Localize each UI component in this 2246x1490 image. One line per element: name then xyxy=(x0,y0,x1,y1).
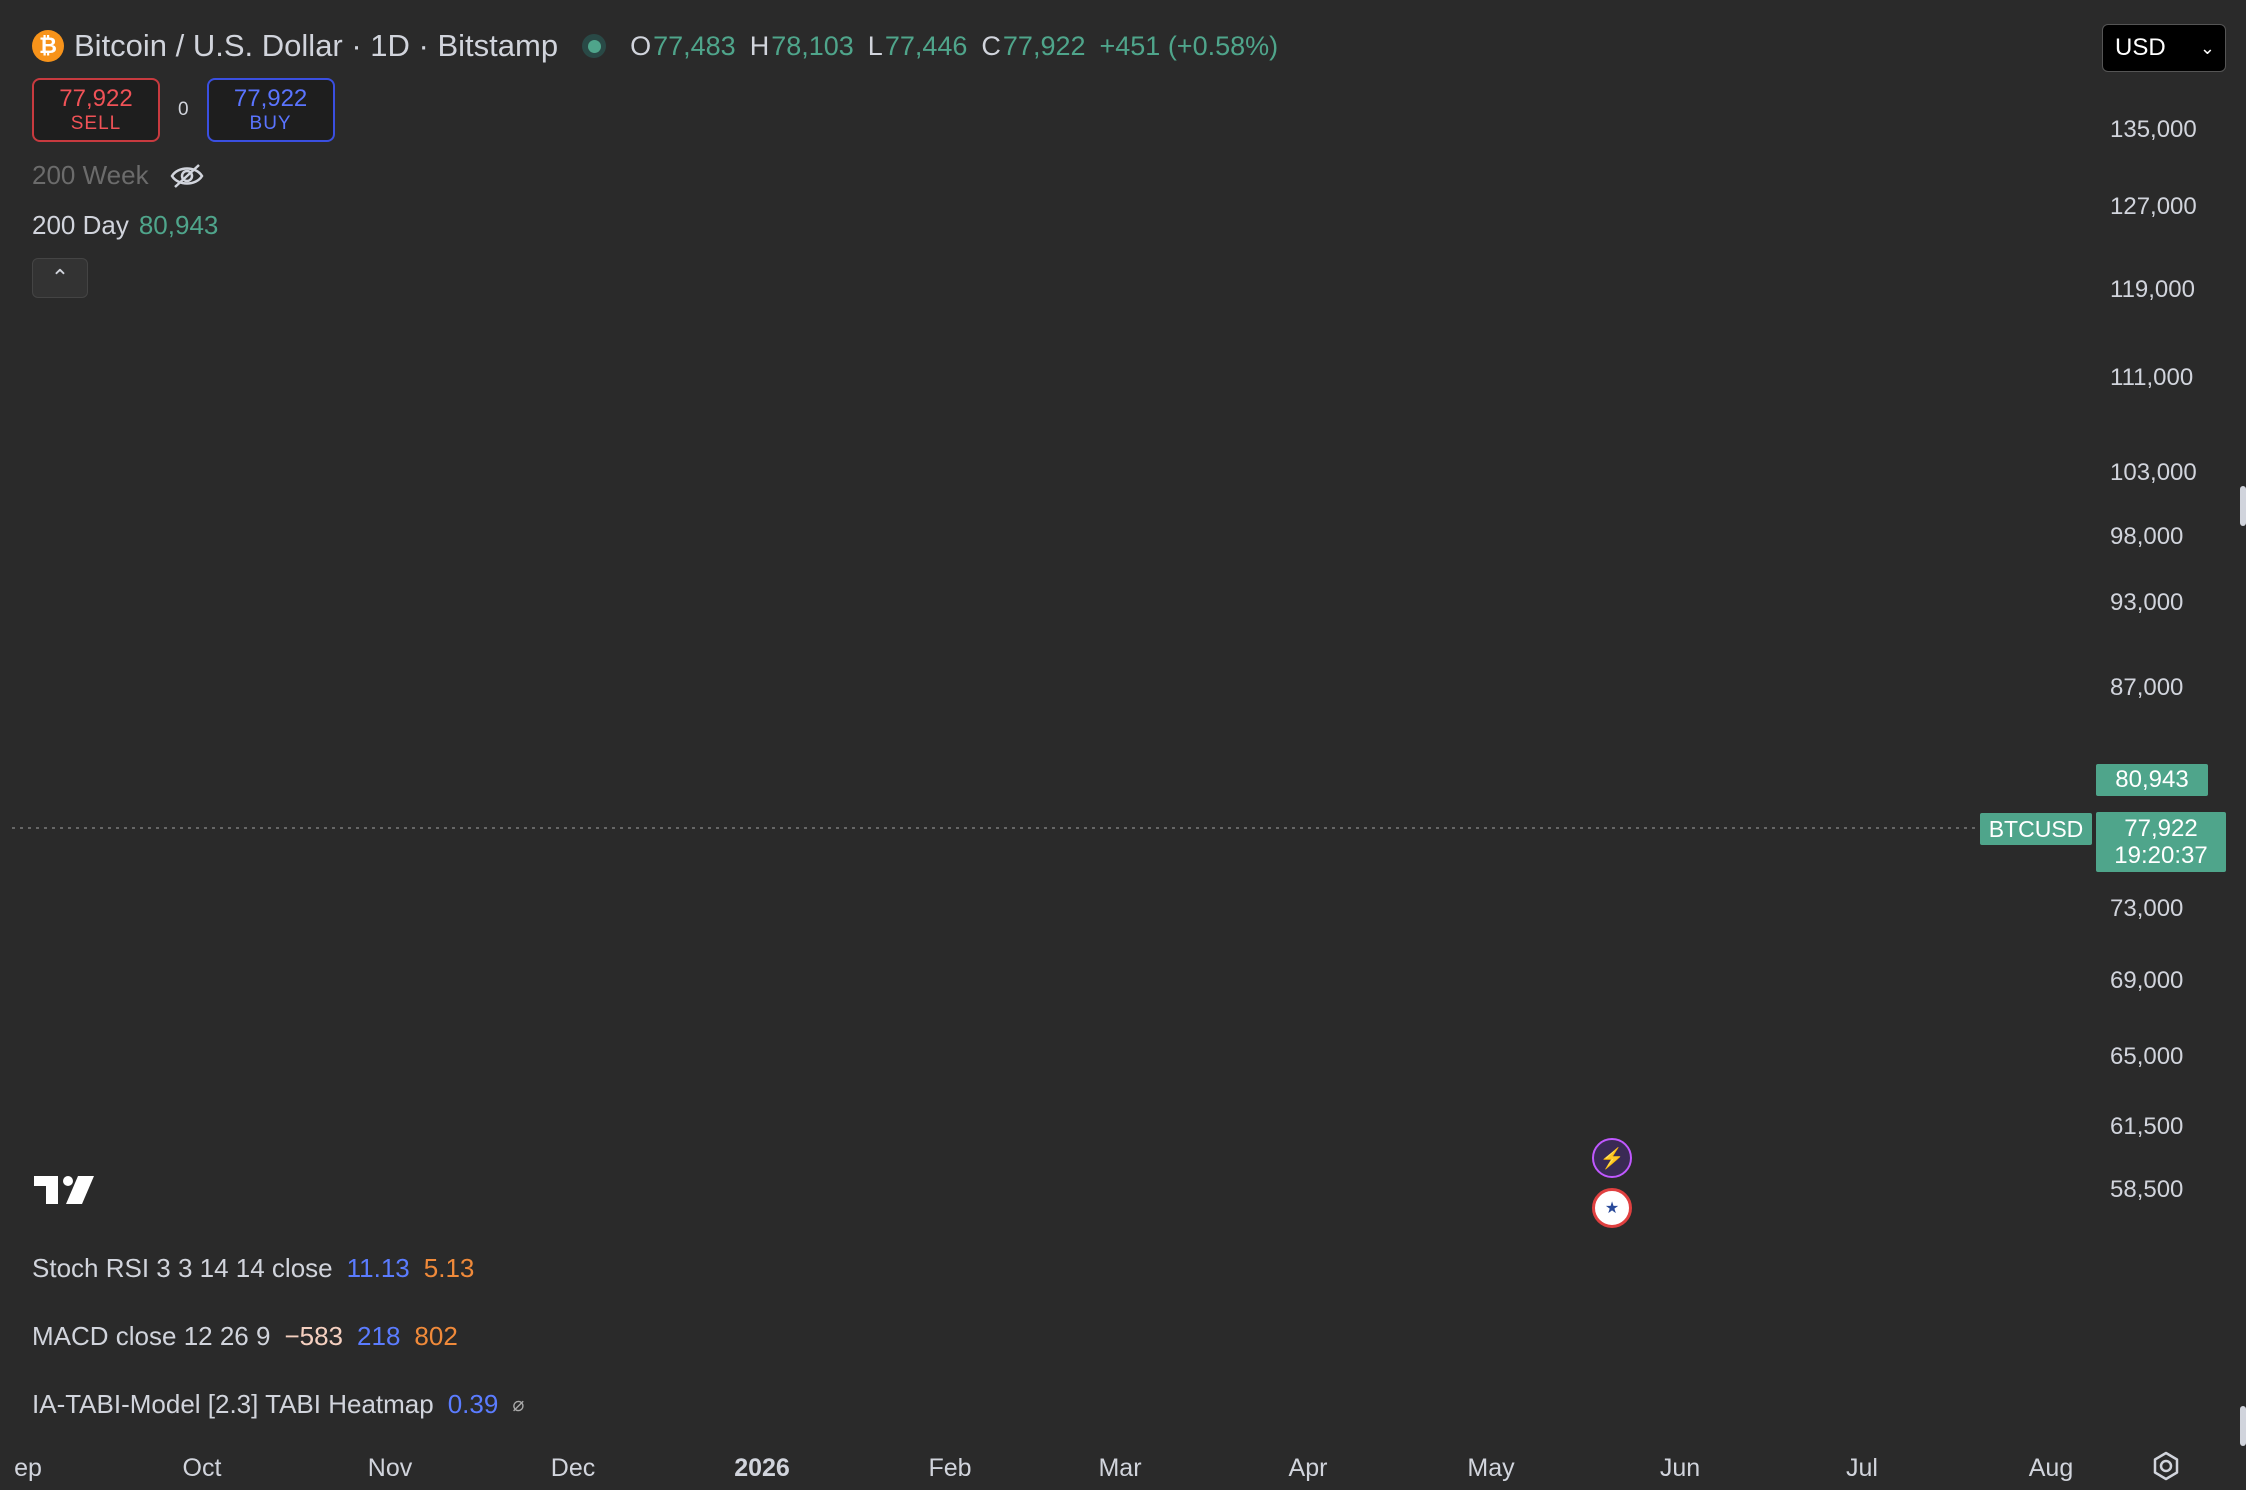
low-key: L xyxy=(867,30,883,61)
time-tick: Nov xyxy=(367,1454,413,1482)
ma-200-day-value: 80,943 xyxy=(138,210,219,240)
price-tick: 58,500 xyxy=(2110,1176,2184,1203)
high-value: 78,103 xyxy=(771,30,854,61)
ai-insight-event-icon[interactable]: ⚡ xyxy=(1592,1138,1632,1178)
spread-value: 0 xyxy=(178,99,189,120)
last-price-value: 77,922 xyxy=(2124,815,2198,842)
ma-200-week-label: 200 Week xyxy=(32,160,149,190)
macd-value: 218 xyxy=(357,1321,401,1351)
last-price-tag: 77,922 19:20:37 xyxy=(2096,812,2226,872)
price-tick: 65,000 xyxy=(2110,1043,2184,1070)
stoch-rsi-label: Stoch RSI 3 3 14 14 close xyxy=(32,1253,333,1283)
tabi-label: IA-TABI-Model [2.3] TABI Heatmap xyxy=(32,1389,434,1419)
price-tick: 111,000 xyxy=(2110,364,2194,391)
macd-legend[interactable]: MACD close 12 26 9 −583 218 802 xyxy=(32,1321,458,1352)
close-key: C xyxy=(981,30,1001,61)
buy-button[interactable]: 77,922 BUY xyxy=(206,78,335,142)
time-tick: Jun xyxy=(1659,1454,1701,1482)
time-tick: Jul xyxy=(1846,1454,1878,1482)
macd-label: MACD close 12 26 9 xyxy=(32,1321,271,1351)
symbol-header[interactable]: ₿ Bitcoin / U.S. Dollar · 1D · Bitstamp … xyxy=(32,24,1278,68)
high-key: H xyxy=(749,30,770,61)
time-tick: Oct xyxy=(182,1454,222,1482)
macd-signal: 802 xyxy=(414,1321,458,1351)
tabi-legend[interactable]: IA-TABI-Model [2.3] TABI Heatmap 0.39 ⌀ xyxy=(32,1389,524,1420)
buy-label: BUY xyxy=(249,113,292,134)
sell-label: SELL xyxy=(70,113,122,134)
macd-histogram: −583 xyxy=(284,1321,344,1351)
ma-200-day-legend[interactable]: 200 Day 80,943 xyxy=(32,210,218,241)
time-tick: ep xyxy=(14,1454,42,1482)
open-key: O xyxy=(630,30,652,61)
price-tick: 135,000 xyxy=(2110,116,2197,143)
buy-price: 77,922 xyxy=(233,85,308,112)
time-tick: Dec xyxy=(550,1454,596,1482)
sell-button[interactable]: 77,922 SELL xyxy=(32,78,160,142)
ma-200-day-label: 200 Day xyxy=(32,210,129,240)
bar-countdown: 19:20:37 xyxy=(2114,842,2208,869)
time-tick: Apr xyxy=(1288,1454,1328,1482)
price-tick: 119,000 xyxy=(2110,276,2195,303)
time-tick: Feb xyxy=(928,1454,972,1482)
currency-value: USD xyxy=(2115,34,2166,61)
ma-200-week-legend[interactable]: 200 Week xyxy=(32,160,205,191)
time-tick: Aug xyxy=(2028,1454,2074,1482)
currency-select[interactable]: USD ⌄ xyxy=(2102,24,2226,72)
price-tick: 127,000 xyxy=(2110,193,2197,220)
open-value: 77,483 xyxy=(653,30,736,61)
eye-hidden-icon[interactable] xyxy=(169,162,205,190)
market-status-icon xyxy=(582,34,607,58)
stoch-rsi-k: 11.13 xyxy=(346,1253,410,1283)
price-tick: 98,000 xyxy=(2110,523,2184,550)
sell-price: 77,922 xyxy=(59,85,133,112)
us-flag-icon: ★ xyxy=(1604,1200,1620,1217)
collapse-legend-button[interactable]: ⌃ xyxy=(32,258,88,298)
us-economic-event-icon[interactable]: ★ xyxy=(1592,1188,1632,1228)
stoch-rsi-d: 5.13 xyxy=(423,1253,475,1283)
price-change: +451 (+0.58%) xyxy=(1099,30,1279,61)
tradingview-logo-icon[interactable] xyxy=(32,1170,102,1210)
trade-panel: 77,922 SELL 0 77,922 BUY xyxy=(32,78,335,142)
time-tick: 2026 xyxy=(734,1454,790,1482)
time-tick: May xyxy=(1467,1454,1515,1482)
stoch-rsi-legend[interactable]: Stoch RSI 3 3 14 14 close 11.13 5.13 xyxy=(32,1253,474,1284)
close-value: 77,922 xyxy=(1002,30,1086,61)
time-tick: Mar xyxy=(1098,1454,1142,1482)
scrollbar-handle[interactable] xyxy=(2240,1406,2246,1446)
settings-gear-icon[interactable] xyxy=(2150,1450,2182,1482)
tabi-icon: ⌀ xyxy=(512,1394,525,1416)
price-tick: 87,000 xyxy=(2110,674,2184,701)
price-tick: 73,000 xyxy=(2110,895,2184,922)
symbol-tag: BTCUSD xyxy=(1980,813,2092,845)
chevron-down-icon: ⌄ xyxy=(2199,37,2215,58)
tabi-value: 0.39 xyxy=(447,1389,499,1419)
chevron-up-icon: ⌃ xyxy=(50,265,70,290)
price-tick: 69,000 xyxy=(2110,967,2184,994)
price-tick: 103,000 xyxy=(2110,459,2197,486)
scrollbar-handle[interactable] xyxy=(2240,486,2246,526)
ohlc-values: O 77,483 H 78,103 L 77,446 C 77,922 +451 (+0… xyxy=(630,31,1278,62)
symbol-title[interactable]: Bitcoin / U.S. Dollar · 1D · Bitstamp xyxy=(74,28,559,63)
price-tick: 93,000 xyxy=(2110,589,2184,616)
ma-price-tag: 80,943 xyxy=(2096,764,2208,796)
bolt-icon: ⚡ xyxy=(1599,1147,1625,1170)
low-value: 77,446 xyxy=(884,30,968,61)
price-tick: 61,500 xyxy=(2110,1113,2184,1140)
bitcoin-logo-icon: ₿ xyxy=(32,30,64,62)
